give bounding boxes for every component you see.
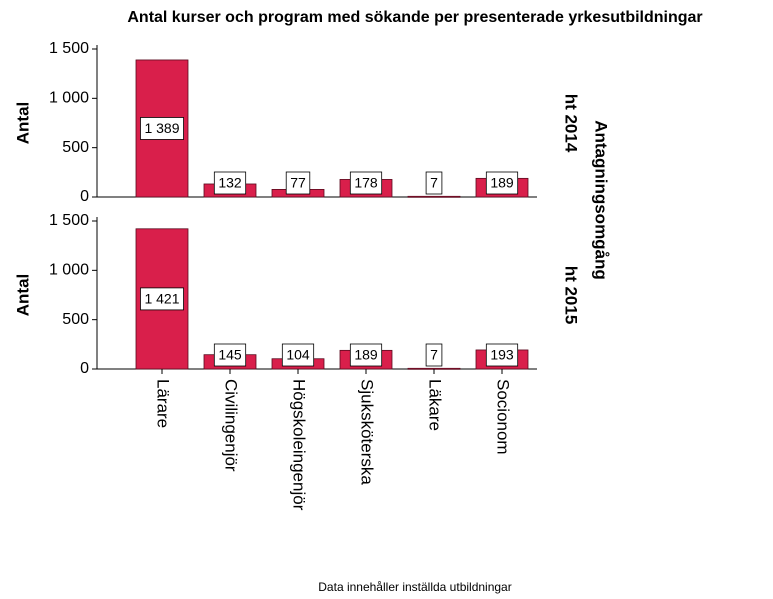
value-label-box — [485, 171, 519, 195]
y-tick-label: 1 000 — [49, 262, 89, 279]
value-label: 7 — [430, 175, 438, 191]
value-label: 189 — [490, 175, 514, 191]
y-axis-label: Antal — [13, 274, 32, 317]
value-label-box — [485, 343, 519, 367]
value-label-box — [425, 171, 443, 195]
value-label-box — [349, 343, 383, 367]
x-tick-label: Högskoleingenjör — [290, 379, 309, 511]
panel-name: ht 2014 — [562, 94, 581, 153]
x-tick-label: Lärare — [154, 379, 173, 428]
value-label: 1 421 — [144, 291, 179, 307]
value-label-box — [425, 343, 443, 367]
x-tick-label: Läkare — [426, 379, 445, 431]
y-tick-label: 1 000 — [49, 90, 89, 107]
value-label: 1 389 — [144, 120, 179, 136]
value-label: 178 — [354, 175, 378, 191]
value-label-box — [213, 171, 247, 195]
y-tick-label: 0 — [80, 360, 89, 377]
panel-label: Antagningsomgång — [592, 120, 611, 280]
value-label-box — [285, 171, 311, 195]
y-axis-label: Antal — [13, 102, 32, 145]
y-tick-label: 1 500 — [49, 212, 89, 229]
panel-name: ht 2015 — [562, 266, 581, 325]
value-label-box — [281, 343, 315, 367]
chart-title: Antal kurser och program med sökande per… — [127, 9, 702, 26]
y-tick-label: 500 — [62, 139, 89, 156]
x-tick-label: Socionom — [494, 379, 513, 455]
x-tick-label: Civilingenjör — [222, 379, 241, 472]
value-label: 132 — [218, 175, 242, 191]
footnote: Data innehåller inställda utbildningar — [318, 580, 511, 594]
value-label: 104 — [286, 347, 310, 363]
value-label-box — [213, 343, 247, 367]
value-label-box — [140, 117, 184, 140]
value-label-box — [349, 171, 383, 195]
bar — [407, 195, 461, 198]
value-label: 77 — [290, 175, 306, 191]
value-label: 189 — [354, 347, 378, 363]
x-tick-label: Sjuksköterska — [358, 379, 377, 485]
value-label: 145 — [218, 347, 242, 363]
y-tick-label: 0 — [80, 188, 89, 205]
y-tick-label: 1 500 — [49, 40, 89, 57]
value-label: 193 — [490, 347, 514, 363]
y-tick-label: 500 — [62, 311, 89, 328]
value-label: 7 — [430, 347, 438, 363]
value-label-box — [140, 287, 184, 311]
